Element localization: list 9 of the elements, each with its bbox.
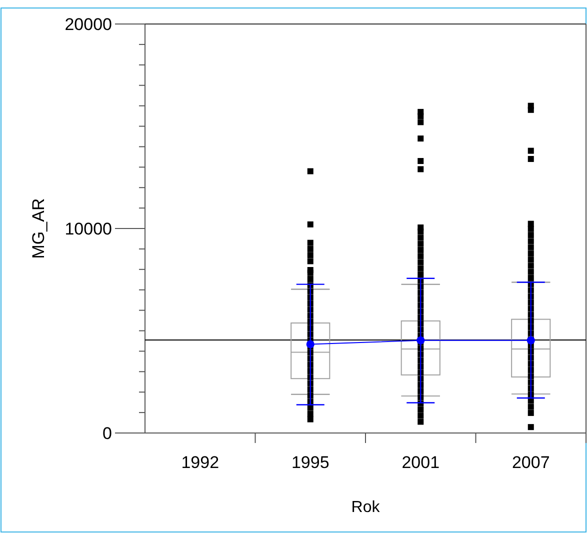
x-tick-label: 1995 [291, 452, 330, 472]
y-tick-label: 10000 [64, 219, 112, 238]
y-axis-title: MG_AR [29, 198, 48, 259]
x-tick-label: 1992 [181, 452, 220, 472]
x-tick-label: 2001 [402, 452, 440, 472]
x-tick-label: 2007 [512, 452, 550, 472]
y-tick-label: 20000 [64, 14, 112, 34]
x-axis-title: Rok [351, 499, 381, 516]
y-tick-label: 0 [102, 424, 112, 443]
